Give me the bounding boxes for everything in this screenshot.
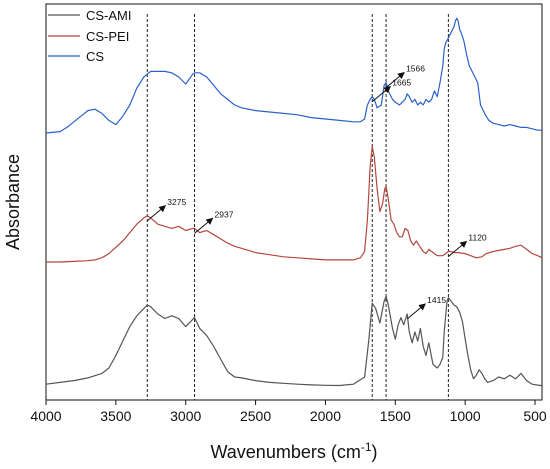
annotation-label-3275: 3275 [167,197,186,207]
x-tick-label-3000: 3000 [170,408,201,424]
annotation-label-1665: 1665 [392,78,411,88]
x-axis-ticks: 4000 3500 3000 2500 2000 1500 1000 500 [30,400,547,424]
annotation-arrow-1415 [406,303,426,320]
annotation-label-2937: 2937 [215,209,234,219]
x-tick-label-2000: 2000 [310,408,341,424]
annotation-arrow-1120 [448,240,468,257]
annotation-arrow-2937 [194,217,214,234]
x-tick-label-500: 500 [523,408,547,424]
series-layer [45,17,543,387]
annotation-arrow-1566 [385,71,405,88]
legend-label-cs: CS [86,49,104,64]
annotations: 3275 2937 1665 1566 1120 1415 [146,64,487,320]
x-tick-label-4000: 4000 [30,408,61,424]
annotation-label-1120: 1120 [468,233,487,243]
series-line-cs-ami [45,295,543,387]
y-axis-title: Absorbance [3,154,23,250]
x-tick-label-1000: 1000 [450,408,481,424]
annotation-arrow-1665 [371,85,392,102]
legend-label-cs-pei: CS-PEI [86,29,129,44]
x-tick-label-1500: 1500 [380,408,411,424]
annotation-label-1566: 1566 [406,64,425,74]
legend: CS-AMI CS-PEI CS [48,8,132,64]
annotation-label-1415: 1415 [427,295,446,305]
x-axis-title: Wavenumbers (cm-1) [210,440,377,462]
legend-label-cs-ami: CS-AMI [86,8,132,23]
x-tick-label-2500: 2500 [240,408,271,424]
reference-lines [146,14,449,400]
series-line-cs-pei [46,145,543,263]
series-line-cs [45,17,542,134]
x-tick-label-3500: 3500 [100,408,131,424]
plot-frame [45,3,543,401]
annotation-arrow-3275 [146,205,167,222]
